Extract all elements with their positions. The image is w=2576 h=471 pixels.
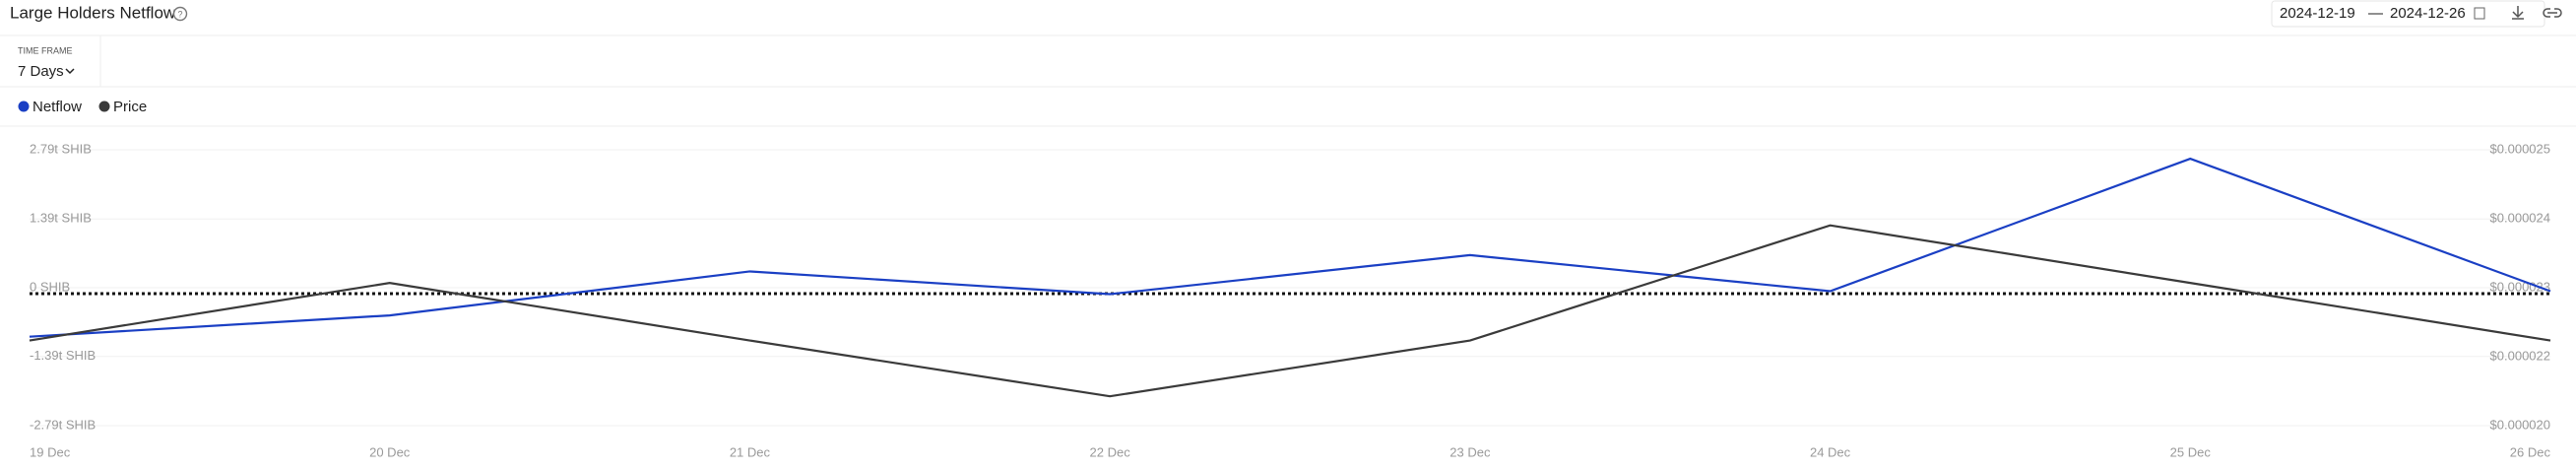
- x-tick-label: 22 Dec: [1090, 444, 1131, 459]
- x-tick-label: 25 Dec: [2170, 444, 2212, 459]
- y2-tick-label: $0.000020: [2490, 417, 2550, 432]
- calendar-icon: [2474, 7, 2485, 20]
- y2-tick-label: $0.000022: [2490, 348, 2550, 363]
- help-icon-mark: ?: [177, 9, 182, 19]
- date-from: 2024-12-19: [2280, 5, 2355, 22]
- x-tick-label: 24 Dec: [1810, 444, 1851, 459]
- y-tick-label: 2.79t SHIB: [30, 141, 92, 156]
- date-separator: —: [2368, 5, 2383, 22]
- x-tick-label: 26 Dec: [2510, 444, 2551, 459]
- y-tick-label: -1.39t SHIB: [30, 348, 96, 363]
- y2-tick-label: $0.000023: [2490, 279, 2550, 294]
- link-icon[interactable]: [2543, 8, 2562, 18]
- y-tick-label: 1.39t SHIB: [30, 211, 92, 226]
- y2-tick-label: $0.000024: [2490, 210, 2550, 225]
- series-line: [29, 157, 2551, 338]
- legend-swatch: [18, 101, 30, 112]
- x-tick-label: 20 Dec: [369, 444, 411, 459]
- legend-label: Netflow: [32, 99, 82, 115]
- y2-tick-label: $0.000025: [2490, 141, 2550, 156]
- date-to: 2024-12-26: [2390, 5, 2466, 22]
- download-icon[interactable]: [2512, 6, 2524, 20]
- legend-swatch: [98, 101, 110, 112]
- help-icon[interactable]: [172, 6, 188, 22]
- y-tick-label: -2.79t SHIB: [30, 417, 96, 432]
- x-tick-label: 21 Dec: [730, 444, 771, 459]
- title: Large Holders Netflow: [10, 3, 176, 22]
- series-line: [29, 224, 2551, 398]
- x-tick-label: 19 Dec: [30, 444, 71, 459]
- time-frame-select[interactable]: 7 Days: [18, 63, 64, 80]
- x-tick-label: 23 Dec: [1449, 444, 1491, 459]
- y-tick-label: 0 SHIB: [30, 279, 70, 294]
- time-frame-label: TIME FRAME: [18, 45, 73, 55]
- legend-label: Price: [113, 99, 147, 115]
- dropdown-arrow: [65, 68, 75, 75]
